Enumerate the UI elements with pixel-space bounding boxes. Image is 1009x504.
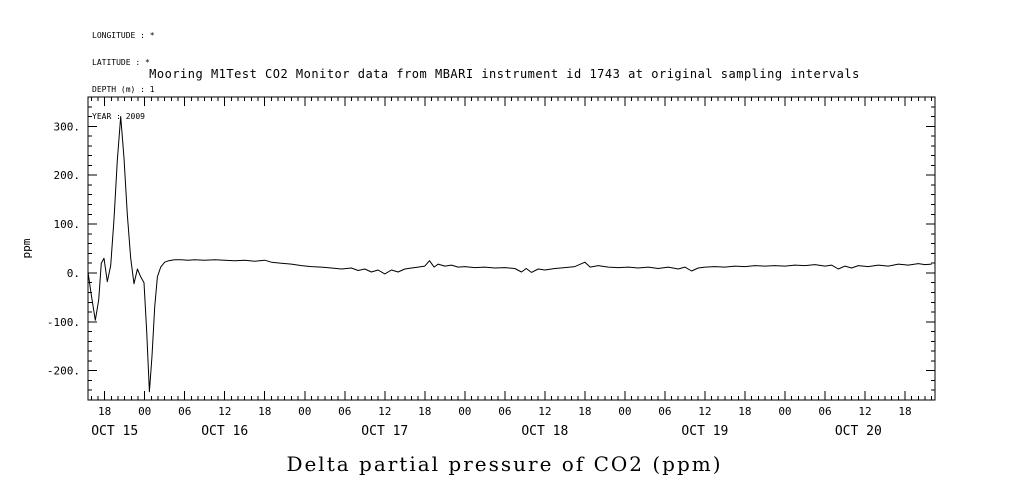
x-date-label: OCT 19: [681, 424, 728, 439]
x-axis-caption: Delta partial pressure of CO2 (ppm): [286, 452, 723, 476]
y-tick-label: 200.: [54, 169, 81, 182]
meta-depth: DEPTH (m) : 1: [92, 85, 155, 94]
x-date-label: OCT 16: [201, 424, 248, 439]
y-axis-label: ppm: [20, 238, 33, 258]
x-date-label: OCT 18: [521, 424, 568, 439]
y-tick-label: 300.: [54, 120, 81, 133]
minor-tick-marks: [88, 96, 935, 401]
x-tick-label: 12: [218, 405, 231, 418]
data-line: [87, 116, 932, 393]
x-tick-label: 00: [138, 405, 151, 418]
x-tick-label: 18: [258, 405, 271, 418]
y-tick-label: -200.: [47, 365, 80, 378]
chart-title: Mooring M1Test CO2 Monitor data from MBA…: [149, 67, 860, 81]
x-tick-label: 00: [458, 405, 471, 418]
x-date-label: OCT 17: [361, 424, 408, 439]
x-date-label: OCT 15: [91, 424, 138, 439]
x-tick-label: 18: [738, 405, 751, 418]
x-tick-label: 06: [658, 405, 671, 418]
plot-frame: [87, 96, 936, 401]
x-tick-label: 18: [578, 405, 591, 418]
y-tick-label: 0.: [67, 267, 80, 280]
x-tick-label: 00: [778, 405, 791, 418]
x-date-label: OCT 20: [835, 424, 882, 439]
x-tick-label: 06: [818, 405, 831, 418]
x-tick-label: 18: [418, 405, 431, 418]
x-tick-label: 06: [178, 405, 191, 418]
x-tick-label: 12: [538, 405, 551, 418]
x-tick-label: 00: [618, 405, 631, 418]
x-tick-label: 18: [898, 405, 911, 418]
x-tick-label: 12: [378, 405, 391, 418]
x-tick-label: 18: [98, 405, 111, 418]
x-tick-label: 06: [498, 405, 511, 418]
meta-latitude: LATITUDE : *: [92, 58, 150, 67]
y-tick-label: 100.: [54, 218, 81, 231]
meta-longitude: LONGITUDE : *: [92, 31, 155, 40]
metadata-block: LONGITUDE : * LATITUDE : * DEPTH (m) : 1…: [92, 13, 155, 139]
y-tick-label: -100.: [47, 316, 80, 329]
x-tick-label: 00: [298, 405, 311, 418]
x-tick-label: 06: [338, 405, 351, 418]
x-tick-label: 12: [698, 405, 711, 418]
meta-year: YEAR : 2009: [92, 112, 145, 121]
major-tick-marks: [88, 97, 935, 400]
x-tick-label: 12: [858, 405, 871, 418]
